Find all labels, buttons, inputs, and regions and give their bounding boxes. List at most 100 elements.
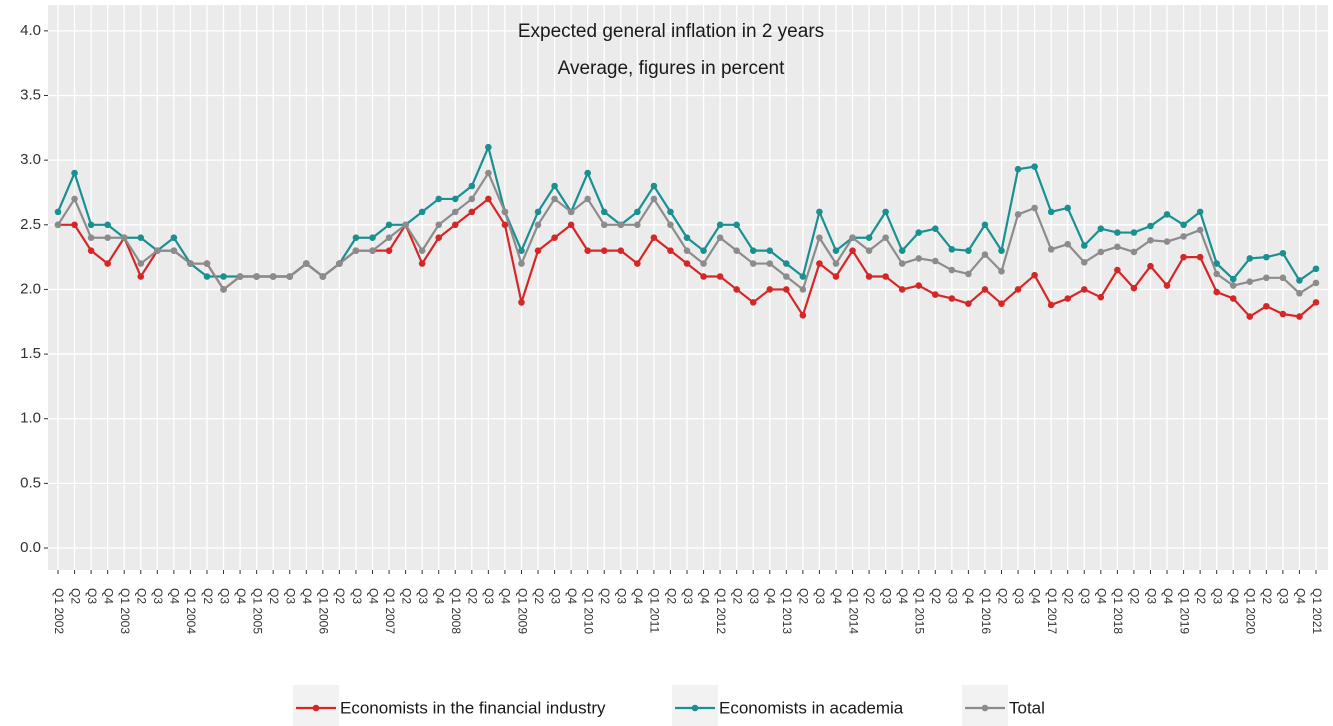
data-point xyxy=(1263,253,1270,261)
data-point xyxy=(352,247,360,254)
data-point xyxy=(418,247,426,254)
data-point xyxy=(981,286,989,293)
x-tick-label: Q4 xyxy=(896,588,910,604)
x-tick-label: Q2 xyxy=(333,588,347,604)
data-point xyxy=(137,234,145,242)
data-point xyxy=(1114,229,1121,236)
data-point xyxy=(915,255,923,262)
data-point xyxy=(54,221,62,229)
data-point xyxy=(849,247,856,254)
x-tick-label: Q3 xyxy=(548,588,562,604)
data-point xyxy=(832,273,840,280)
data-point xyxy=(468,208,476,216)
data-point xyxy=(617,221,625,229)
x-tick-label: Q4 xyxy=(830,588,844,604)
data-point xyxy=(269,273,277,280)
x-tick-label: Q4 xyxy=(499,588,513,604)
data-point xyxy=(1014,165,1022,173)
data-point xyxy=(1163,282,1171,289)
data-point xyxy=(865,273,873,280)
data-point xyxy=(1279,274,1287,282)
data-point xyxy=(832,247,840,254)
x-tick-label: Q2 xyxy=(929,588,943,604)
x-tick-label: Q1 2020 xyxy=(1244,588,1258,634)
data-point xyxy=(352,234,360,242)
x-tick-label: Q2 xyxy=(532,588,546,604)
data-point xyxy=(87,234,95,242)
data-point xyxy=(783,286,790,293)
data-point xyxy=(1114,243,1121,251)
x-tick-label: Q3 xyxy=(284,588,298,604)
x-tick-label: Q2 xyxy=(598,588,612,604)
x-tick-label: Q2 xyxy=(730,588,744,604)
legend-point xyxy=(691,704,699,712)
data-point xyxy=(1031,163,1038,170)
data-point xyxy=(584,195,591,203)
x-tick-label: Q3 xyxy=(85,588,99,604)
data-point xyxy=(518,299,525,306)
data-point xyxy=(849,234,856,242)
data-point xyxy=(1180,253,1187,261)
data-point xyxy=(832,260,840,267)
x-tick-label: Q4 xyxy=(565,588,579,604)
x-tick-label: Q3 xyxy=(615,588,629,604)
data-point xyxy=(567,221,575,229)
data-point xyxy=(931,225,939,232)
x-tick-label: Q2 xyxy=(863,588,877,604)
data-point xyxy=(1163,238,1171,245)
data-point xyxy=(1047,301,1055,309)
data-point xyxy=(187,260,194,267)
data-point xyxy=(551,195,558,203)
x-tick-label: Q1 2004 xyxy=(184,588,198,634)
x-tick-label: Q1 2012 xyxy=(714,588,728,634)
data-point xyxy=(120,234,128,242)
x-tick-label: Q3 xyxy=(416,588,430,604)
data-point xyxy=(1097,293,1105,301)
x-tick-label: Q1 2013 xyxy=(780,588,794,634)
x-tick-label: Q2 xyxy=(797,588,811,604)
data-point xyxy=(435,221,443,229)
x-tick-label: Q2 xyxy=(1062,588,1076,604)
data-point xyxy=(1279,249,1287,257)
data-point xyxy=(1080,242,1088,249)
x-tick-label: Q3 xyxy=(946,588,960,604)
x-tick-label: Q2 xyxy=(1128,588,1142,604)
x-tick-label: Q1 2005 xyxy=(250,588,264,634)
data-point xyxy=(1196,208,1204,216)
x-tick-label: Q2 xyxy=(664,588,678,604)
data-point xyxy=(518,260,525,267)
data-point xyxy=(1196,253,1204,261)
data-point xyxy=(435,195,443,203)
data-point xyxy=(948,266,956,274)
data-point xyxy=(1047,246,1055,253)
x-tick-label: Q1 2017 xyxy=(1045,588,1059,634)
data-point xyxy=(1229,275,1237,283)
y-tick-label: 0.0 xyxy=(20,539,41,556)
data-point xyxy=(600,208,608,216)
x-tick-label: Q2 xyxy=(1260,588,1274,604)
data-point xyxy=(220,286,227,293)
data-point xyxy=(683,234,691,242)
data-point xyxy=(154,247,161,254)
data-point xyxy=(104,234,111,242)
data-point xyxy=(451,195,459,203)
data-point xyxy=(1263,274,1270,282)
data-point xyxy=(1180,221,1187,229)
data-point xyxy=(385,234,393,242)
plot-panel xyxy=(48,5,1328,570)
x-tick-label: Q4 xyxy=(1028,588,1042,604)
data-point xyxy=(998,300,1005,307)
data-point xyxy=(1246,313,1254,320)
data-point xyxy=(1147,262,1154,270)
data-point xyxy=(799,286,807,293)
data-point xyxy=(650,234,658,242)
y-tick-label: 1.0 xyxy=(20,410,41,427)
data-point xyxy=(1147,237,1154,244)
data-point xyxy=(104,221,111,229)
data-point xyxy=(898,247,906,254)
x-tick-label: Q3 xyxy=(879,588,893,604)
x-tick-label: Q1 2006 xyxy=(317,588,331,634)
x-tick-label: Q1 2019 xyxy=(1177,588,1191,634)
x-tick-label: Q1 2011 xyxy=(648,588,662,633)
